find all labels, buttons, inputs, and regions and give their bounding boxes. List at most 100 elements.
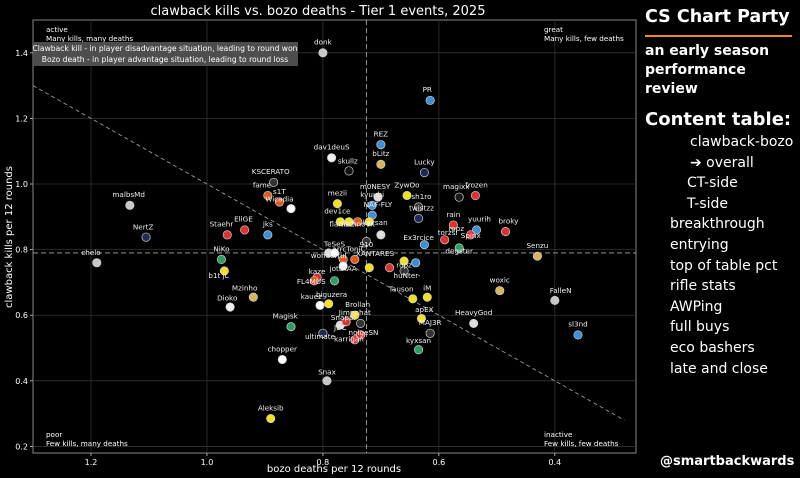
player-label: Lucky [414, 157, 435, 166]
axis-ticks: 1.2 1.0 0.8 0.6 0.4 0.2 0.4 0.6 0.8 1.0 1.2 1.4 [15, 49, 561, 467]
player-label: ZywOo [394, 180, 419, 189]
player-point [222, 230, 232, 240]
player-label: Magisk [273, 312, 299, 321]
player-label: broky [498, 216, 519, 225]
y-tick-label: 0.2 [15, 442, 28, 451]
player-label: TeSeS [323, 239, 346, 248]
x-axis-label: bozo deaths per 12 rounds [267, 464, 401, 475]
player-point [532, 251, 542, 261]
player-point [419, 167, 429, 178]
player-point [125, 200, 135, 210]
player-point [469, 318, 479, 328]
player-label: NAF-FLY [364, 200, 393, 209]
player-point [277, 354, 287, 365]
player-label: dev1ce [324, 207, 351, 216]
player-point [263, 190, 273, 201]
player-label: kaze [309, 267, 326, 276]
player-point [470, 190, 480, 201]
player-point [286, 204, 296, 214]
info-box: Clawback kill - in player disadvantage s… [33, 42, 298, 66]
x-tick-label: 0.4 [548, 458, 561, 467]
player-label: skullz [338, 157, 358, 166]
player-point [414, 202, 424, 212]
player-point [500, 227, 511, 237]
player-label: MAJ3R [419, 318, 442, 327]
player-label: Dioko [217, 293, 237, 302]
player-label: KSCERATO [252, 167, 290, 176]
player-point [440, 235, 450, 245]
player-point [324, 299, 334, 309]
player-label: yuurih [468, 215, 491, 224]
player-label: huNter- [394, 271, 421, 280]
player-point [350, 335, 360, 345]
player-point [361, 236, 371, 246]
player-point [318, 328, 328, 338]
player-point [248, 292, 258, 302]
player-point [376, 140, 386, 150]
panel-subtitle: an early season performance review [645, 43, 770, 97]
player-label: flameZ [329, 220, 354, 229]
player-label: dav1deuS [314, 143, 350, 152]
player-label: sh1ro [411, 192, 431, 201]
player-point [385, 263, 395, 273]
player-point [309, 276, 319, 286]
point-labels: donk PR REZ dav1deuS bLitz skullz Lucky KSCERAT… [81, 38, 587, 413]
toc-item: CT-side [687, 175, 738, 192]
player-label: jottAAA [329, 264, 357, 273]
player-label: twistzz [409, 203, 434, 212]
side-panel: CS Chart Party an early season performan… [640, 0, 800, 478]
player-label: Tauson [388, 285, 414, 294]
player-point [269, 177, 279, 187]
player-label: kyuubi [360, 190, 384, 199]
x-tick-label: 1.0 [201, 458, 214, 467]
player-point [263, 230, 273, 240]
player-point [425, 95, 435, 105]
toc-item: top of table pct [670, 257, 778, 274]
player-label: wonderful [311, 251, 347, 260]
twitter-handle: @smartbackwards [660, 454, 795, 469]
player-point [329, 276, 340, 286]
player-label: NertZ [133, 222, 154, 231]
player-label: bLitz [372, 149, 389, 158]
y-tick-label: 0.4 [15, 377, 28, 386]
player-label: Jimpphat [338, 308, 371, 317]
player-point [364, 263, 374, 273]
player-point [376, 230, 386, 240]
player-point [495, 286, 505, 296]
player-point [350, 254, 360, 265]
player-point [332, 199, 342, 209]
player-label: kauez [301, 292, 322, 301]
toc-item: breakthrough [670, 216, 765, 233]
quadrant-title: active [46, 25, 68, 34]
player-point [454, 243, 464, 253]
quadrant-description: Few kills, many deaths [46, 439, 128, 448]
info-box-bg [33, 42, 298, 66]
data-points [92, 48, 583, 424]
player-point [367, 200, 377, 210]
toc-item: eco bashers [670, 340, 755, 356]
toc-item: clawback-bozo [690, 134, 794, 150]
quadrant-title: great [544, 25, 563, 34]
player-label: chopper [268, 344, 297, 353]
player-label: ropz [396, 261, 412, 270]
x-tick-label: 0.8 [317, 458, 330, 467]
player-label: REZ [374, 129, 389, 138]
player-point [376, 159, 386, 169]
player-point [454, 192, 464, 202]
player-label: kyxsan [363, 218, 388, 227]
player-label: arrcToniC [332, 244, 365, 253]
player-label: mezii [328, 188, 347, 197]
plot-area [32, 19, 637, 454]
player-point [225, 302, 235, 312]
reference-lines [33, 20, 636, 453]
player-label: FL4MUS [297, 277, 326, 286]
player-point [219, 266, 229, 276]
player-point [399, 256, 409, 266]
player-point [414, 345, 424, 355]
player-point [416, 313, 427, 324]
player-label: JDC [333, 323, 347, 332]
y-tick-label: 1.2 [15, 114, 28, 123]
player-point [327, 153, 337, 163]
player-label: m0NESY [360, 182, 391, 191]
